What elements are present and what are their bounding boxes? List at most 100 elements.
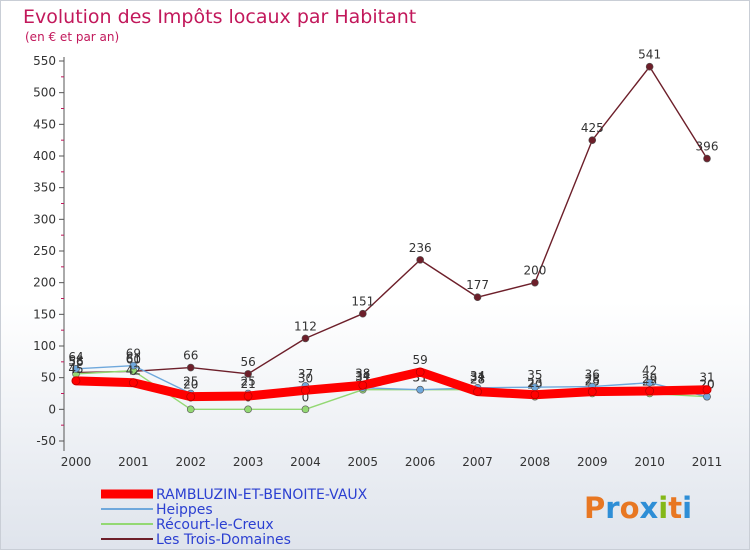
x-tick-label: 2001	[118, 455, 149, 469]
data-label: 42	[126, 364, 141, 378]
x-tick-label: 2009	[577, 455, 608, 469]
data-label: 31	[699, 371, 714, 385]
x-tick-label: 2006	[405, 455, 436, 469]
data-point	[415, 367, 425, 377]
data-label: 45	[68, 362, 83, 376]
data-label: 64	[68, 350, 83, 364]
x-tick-label: 2011	[692, 455, 723, 469]
data-point	[186, 405, 195, 414]
series-les-trois-domaines: 58 60 66 56 112 151 236 177 200 425 541 396	[68, 48, 718, 378]
data-point	[473, 387, 482, 396]
y-tick-label: 400	[33, 149, 56, 163]
data-point	[531, 278, 539, 287]
data-label: 34	[470, 369, 485, 383]
data-label: 66	[183, 349, 198, 363]
y-tick-label: 550	[33, 54, 56, 68]
y-tick-label: 150	[33, 307, 56, 321]
data-point	[301, 386, 310, 395]
data-point	[358, 380, 368, 390]
brand-name: Proxiti	[584, 491, 692, 525]
y-tick-label: 50	[41, 371, 56, 385]
series-line	[75, 65, 708, 375]
data-label: 37	[298, 367, 313, 381]
data-point	[416, 385, 424, 394]
data-label: 151	[351, 295, 374, 309]
data-point	[587, 387, 597, 396]
y-tick-label: 0	[48, 402, 56, 416]
data-point	[243, 391, 253, 401]
data-label: 56	[68, 355, 83, 369]
data-label: 56	[240, 355, 255, 369]
data-label: 25	[240, 375, 255, 389]
data-label: 21	[240, 377, 255, 391]
legend-label: Heippes	[156, 502, 213, 518]
x-tick-label: 2008	[520, 455, 551, 469]
y-tick-label: 450	[33, 117, 56, 131]
data-label: 36	[585, 368, 600, 382]
data-point	[186, 392, 196, 401]
data-label: 31	[470, 371, 485, 385]
chart-subtitle: (en € et par an)	[25, 30, 119, 44]
data-label: 69	[126, 347, 141, 361]
data-label: 200	[523, 264, 546, 278]
data-point	[703, 154, 711, 163]
data-label: 0	[302, 390, 310, 404]
series-line	[75, 364, 708, 398]
data-label: 61	[126, 352, 141, 366]
y-tick-label: 500	[33, 86, 56, 100]
series-line	[71, 367, 712, 402]
data-label: 35	[527, 368, 542, 382]
data-label: 34	[355, 369, 370, 383]
data-point	[244, 405, 252, 414]
data-label: 25	[183, 375, 198, 389]
data-point	[129, 361, 138, 370]
series-rambluzin-et-benoite-vaux: 45 42 20 21 30 38 59 28 23 28 29 31	[68, 353, 715, 402]
data-point	[530, 390, 540, 400]
data-point	[645, 62, 654, 71]
legend-label: Les Trois-Domaines	[156, 532, 291, 548]
data-label: 30	[298, 371, 313, 385]
x-tick-label: 2000	[61, 455, 92, 469]
data-label: 28	[585, 373, 600, 387]
data-label: 177	[466, 278, 489, 292]
y-tick-label: 350	[33, 181, 56, 195]
x-tick-label: 2002	[175, 455, 206, 469]
data-point	[588, 136, 597, 144]
data-point	[416, 256, 424, 264]
data-point	[645, 378, 654, 387]
data-point	[186, 363, 195, 372]
data-label: 58	[68, 354, 83, 368]
data-point	[702, 385, 712, 395]
x-tick-label: 2005	[348, 455, 379, 469]
data-label: 23	[527, 376, 542, 390]
y-tick-label: 200	[33, 276, 56, 290]
data-label: 28	[470, 373, 485, 387]
y-tick-label: 300	[33, 212, 56, 226]
data-label: 396	[696, 140, 719, 154]
x-tick-label: 2004	[290, 455, 321, 469]
data-point	[129, 378, 138, 388]
y-tick-label: 250	[33, 244, 56, 258]
x-tick-label: 2007	[462, 455, 493, 469]
data-label: 60	[126, 352, 141, 366]
legend-label: Récourt-le-Creux	[156, 517, 274, 533]
data-point	[301, 334, 310, 343]
data-label: 236	[409, 241, 432, 255]
data-label: 38	[355, 366, 370, 380]
y-tick-label: 100	[33, 339, 56, 353]
data-label: 29	[642, 372, 657, 386]
data-label: 112	[294, 319, 317, 333]
chart-title: Evolution des Impôts locaux par Habitant	[23, 6, 416, 28]
data-point	[645, 386, 654, 396]
x-tick-label: 2003	[233, 455, 264, 469]
data-label: 425	[581, 121, 604, 135]
data-point	[473, 293, 482, 302]
data-point	[359, 309, 367, 318]
data-label: 42	[642, 364, 657, 378]
proxiti-logo: Proxiti	[584, 491, 692, 525]
data-label: 20	[183, 378, 198, 392]
data-point	[244, 370, 252, 378]
data-point	[72, 364, 80, 373]
